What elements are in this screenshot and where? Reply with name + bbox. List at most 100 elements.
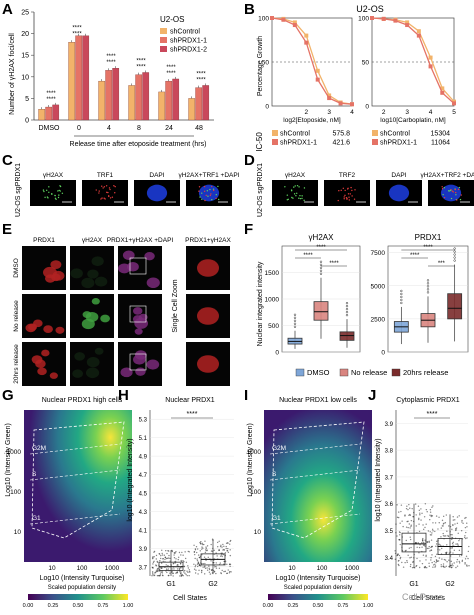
e-cell	[86, 357, 100, 368]
j-jitter-point	[466, 526, 468, 528]
density-xtick-label: 100	[77, 565, 88, 572]
h-jitter-point	[153, 555, 155, 558]
panel-c-images: γH2AX TRF1 DAPI γH2AX+TRF1 +DAPI	[30, 172, 240, 206]
h-jitter-point	[219, 562, 222, 564]
j-jitter-point	[462, 522, 464, 525]
f-outlier	[319, 269, 323, 272]
d-column-label: DAPI	[391, 172, 406, 179]
b-point	[416, 29, 421, 34]
colorbar-tick-label: 1.00	[363, 603, 374, 609]
panel-h-plot: 3.7 3.9 4.1 4.3 4.5 4.7 4.9 5.1 5.3 G1 G2 ****	[139, 410, 234, 588]
h-jitter-point	[169, 557, 171, 560]
j-jitter-point	[452, 541, 455, 544]
j-jitter-point	[423, 541, 425, 544]
panel-a-letter: A	[2, 1, 13, 18]
a-legend-label: shPRDX1-1	[170, 38, 207, 45]
h-jitter-point	[181, 551, 183, 554]
h-jitter-point	[195, 551, 198, 554]
j-jitter-point	[414, 503, 417, 505]
b-ytick-label: 100	[358, 16, 369, 23]
b-ic50-swatch	[272, 139, 278, 145]
d-focus	[456, 199, 458, 201]
h-jitter-point	[207, 556, 209, 559]
d-focus	[448, 190, 451, 192]
j-jitter-point	[429, 531, 431, 533]
density-plot-area	[264, 410, 372, 562]
j-jitter-point	[458, 549, 461, 552]
j-jitter-point	[422, 540, 424, 542]
j-jitter-point	[438, 543, 440, 546]
h-jitter-point	[223, 549, 226, 551]
j-jitter-point	[442, 523, 445, 525]
h-jitter-point	[213, 549, 215, 552]
j-jitter-point	[435, 543, 438, 545]
panel-j-title: Cytoplasmic PRDX1	[396, 397, 460, 404]
a-ytick-label: 25	[21, 10, 29, 17]
j-jitter-point	[406, 520, 408, 523]
panel-d-row-label: U2-OS sgPRDX1	[257, 163, 264, 217]
c-focus	[44, 196, 46, 199]
b-point	[327, 93, 332, 98]
a-bar	[142, 72, 150, 121]
d-focus	[338, 190, 340, 192]
h-jitter-point	[187, 567, 190, 569]
j-jitter-point	[461, 519, 463, 522]
h-jitter-point	[187, 550, 189, 553]
c-focus	[101, 185, 103, 187]
c-focus	[51, 192, 53, 195]
h-jitter-point	[204, 567, 207, 570]
h-jitter-point	[152, 561, 155, 564]
panel-f-plots: γH2AX050010001500************PRDX1025005…	[265, 233, 469, 357]
j-jitter-point	[410, 563, 412, 566]
h-jitter-point	[160, 571, 162, 574]
f-ytick-label: 5000	[371, 283, 386, 290]
j-jitter-point	[429, 511, 432, 513]
j-jitter-point	[458, 555, 461, 557]
h-jitter-point	[199, 541, 201, 544]
c-focus	[98, 190, 100, 192]
j-jitter-point	[415, 525, 417, 527]
j-jitter-point	[416, 546, 418, 548]
j-sig-label: ****	[427, 411, 438, 418]
h-jitter-point	[196, 565, 199, 568]
j-jitter-point	[394, 558, 397, 560]
j-jitter-point	[406, 561, 408, 564]
h-jitter-point	[194, 564, 197, 566]
j-jitter-point	[456, 522, 459, 524]
j-jitter-point	[435, 545, 437, 548]
h-jitter-point	[203, 556, 206, 558]
b-xtick-label: 4	[429, 109, 433, 116]
j-jitter-point	[446, 544, 448, 546]
j-jitter-point	[395, 532, 397, 534]
j-jitter-point	[424, 503, 427, 505]
h-jitter-point	[179, 575, 181, 577]
f-ytick-label: 500	[268, 323, 279, 330]
f-subplot-title: PRDX1	[415, 233, 442, 242]
panel-g: G Nuclear PRDX1 high cells Log10 (Intens…	[2, 387, 133, 609]
a-sig-label: ****	[196, 71, 206, 77]
j-jitter-point	[418, 509, 421, 512]
j-jitter-point	[456, 543, 459, 545]
h-jitter-point	[221, 546, 223, 548]
h-jitter-point	[206, 569, 209, 571]
j-jitter-point	[443, 566, 445, 568]
j-jitter-point	[448, 525, 450, 527]
f-sig-label: ****	[410, 253, 420, 259]
d-focus	[287, 198, 289, 201]
f-subplot-title: γH2AX	[309, 233, 335, 242]
density-gate-line	[29, 513, 121, 525]
j-jitter-point	[407, 526, 409, 529]
h-jitter-point	[173, 556, 176, 559]
c-focus	[58, 189, 60, 192]
h-jitter-point	[196, 560, 199, 562]
panel-e-images: PRDX1 γH2AX PRDX1+γH2AX +DAPI PRDX1+γH2AX DM…	[13, 237, 232, 386]
a-ytick-label: 15	[21, 53, 29, 60]
density-plot-area	[24, 410, 132, 562]
j-jitter-point	[409, 527, 411, 529]
c-focus	[207, 195, 209, 197]
j-jitter-point	[409, 557, 411, 559]
h-jitter-point	[160, 554, 162, 557]
b-point	[440, 86, 445, 91]
j-jitter-point	[443, 558, 446, 561]
j-jitter-point	[452, 552, 454, 554]
